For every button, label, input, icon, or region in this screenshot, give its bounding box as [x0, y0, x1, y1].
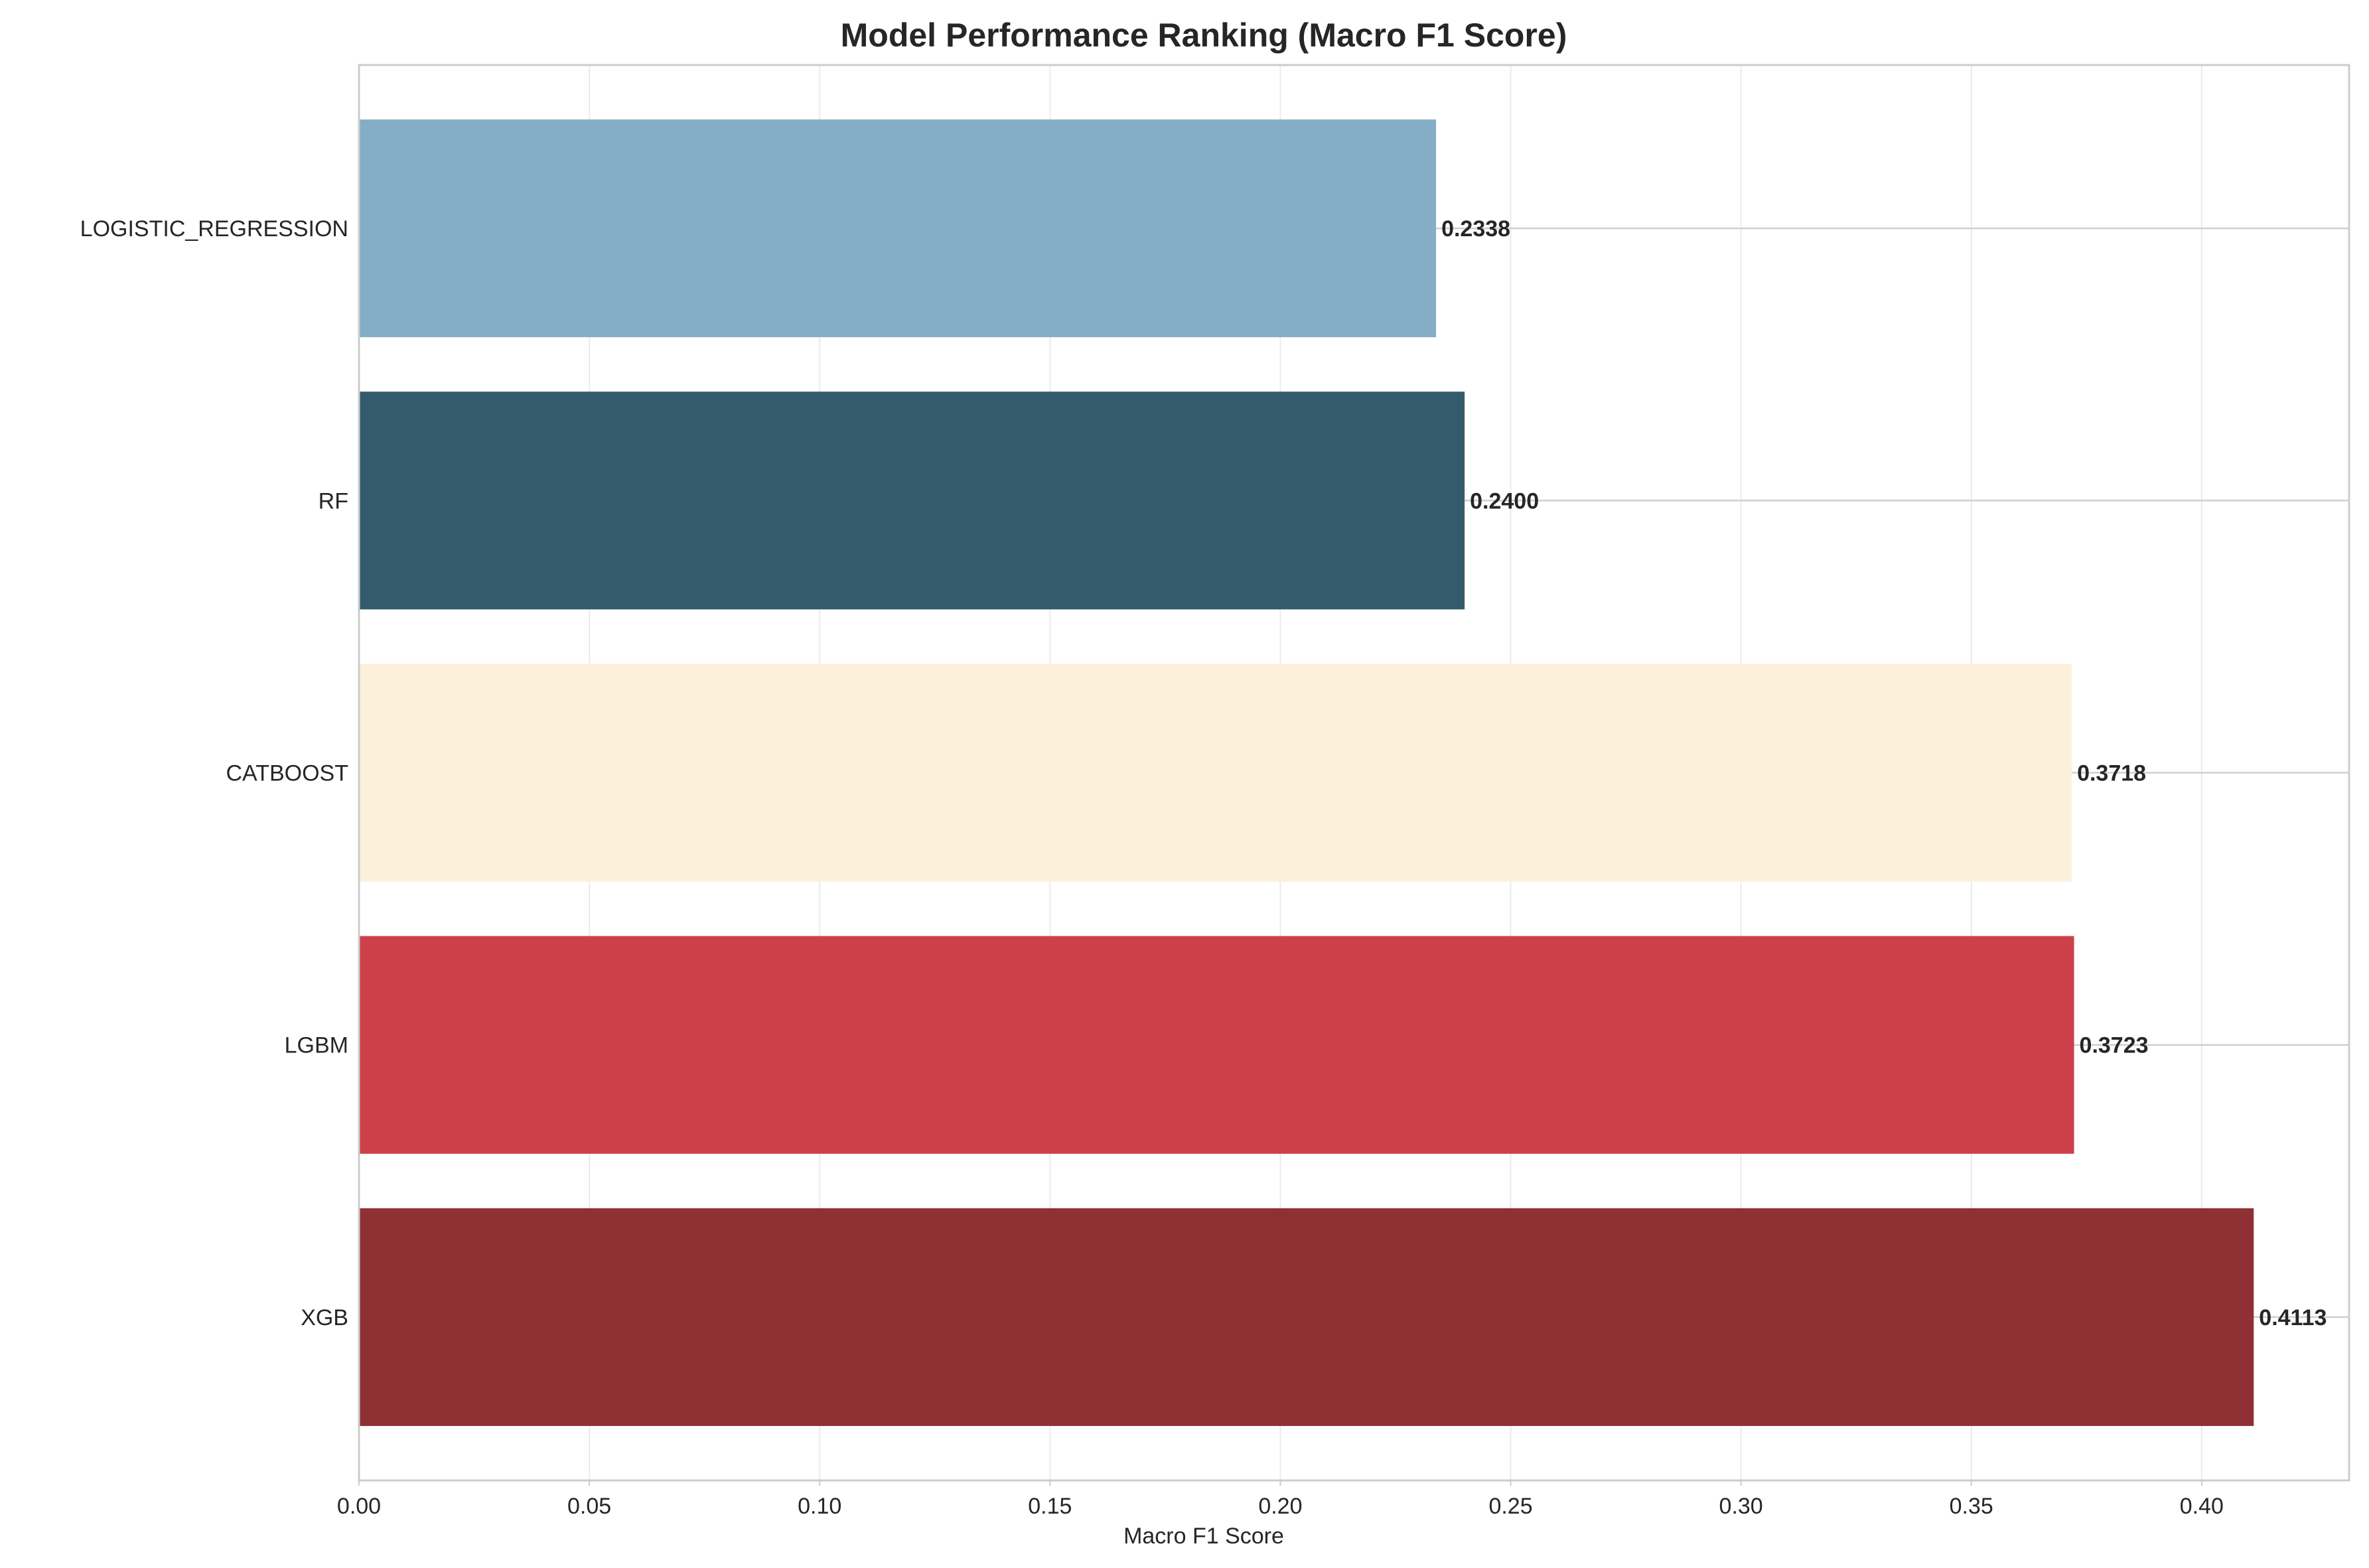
bar-value-label: 0.2400 [1470, 488, 1539, 514]
x-tick-label: 0.15 [1028, 1494, 1072, 1519]
plot-frame [358, 64, 2350, 1482]
y-tick-label: CATBOOST [226, 761, 349, 786]
x-tick-label: 0.25 [1488, 1494, 1532, 1519]
x-axis-ticks: 0.00 0.05 0.10 0.15 0.20 0.25 0.30 0.35 0.40 [337, 1480, 2224, 1519]
x-tick-label: 0.20 [1258, 1494, 1302, 1519]
bar-logistic-regression [359, 119, 1437, 338]
chart-title: Model Performance Ranking (Macro F1 Scor… [841, 17, 1567, 54]
x-axis-label: Macro F1 Score [1123, 1524, 1284, 1549]
data-labels: 0.2338 0.2400 0.3718 0.3723 0.4113 [1441, 216, 2327, 1330]
bars [359, 119, 2254, 1426]
x-tick-label: 0.00 [337, 1494, 381, 1519]
y-tick-label: LOGISTIC_REGRESSION [80, 216, 348, 242]
x-tick-label: 0.40 [2180, 1494, 2224, 1519]
bar-xgb [359, 1208, 2254, 1426]
x-tick-label: 0.10 [798, 1494, 841, 1519]
bar-catboost [359, 664, 2072, 882]
x-tick-label: 0.35 [1950, 1494, 1993, 1519]
bar-rf [359, 392, 1465, 610]
y-axis-categories: LOGISTIC_REGRESSION RF CATBOOST LGBM XGB [80, 216, 348, 1330]
y-tick-label: XGB [301, 1305, 348, 1330]
bar-value-label: 0.4113 [2259, 1305, 2327, 1330]
y-tick-label: LGBM [285, 1033, 348, 1058]
bar-lgbm [359, 936, 2074, 1154]
bar-value-label: 0.3723 [2080, 1033, 2149, 1058]
y-tick-label: RF [319, 488, 348, 514]
x-tick-label: 0.30 [1719, 1494, 1763, 1519]
bar-value-label: 0.3718 [2077, 761, 2146, 786]
x-tick-label: 0.05 [567, 1494, 611, 1519]
bar-value-label: 0.2338 [1441, 216, 1510, 242]
